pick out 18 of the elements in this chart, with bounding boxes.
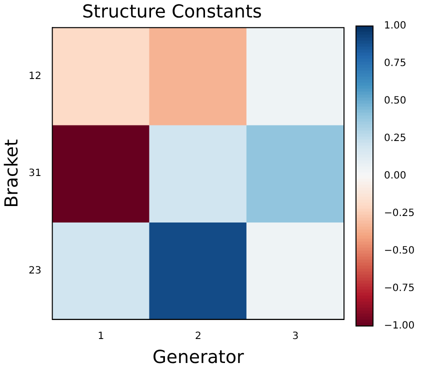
color-bar-label: 0.75 <box>384 58 406 70</box>
color-bar-label: 1.00 <box>384 20 406 32</box>
x-tick-label: 3 <box>292 330 299 342</box>
x-tick-label: 1 <box>98 330 104 342</box>
x-axis-title: Generator <box>152 346 244 368</box>
color-bar-label: −0.75 <box>384 283 415 294</box>
color-bar-label: −0.50 <box>384 246 415 257</box>
color-bar-label: −0.25 <box>384 208 415 220</box>
y-tick-label: 31 <box>28 168 42 180</box>
color-bar-label: −1.00 <box>384 320 415 332</box>
chart-title: Structure Constants <box>82 1 262 22</box>
y-axis-title: Bracket <box>1 139 22 208</box>
y-tick-label: 12 <box>28 70 42 82</box>
y-tick-label: 23 <box>28 265 42 276</box>
color-bar-label: 0.00 <box>384 170 406 182</box>
color-bar-label: 0.25 <box>384 133 406 144</box>
color-bar-label: 0.50 <box>384 96 406 107</box>
x-tick-label: 2 <box>194 330 202 342</box>
